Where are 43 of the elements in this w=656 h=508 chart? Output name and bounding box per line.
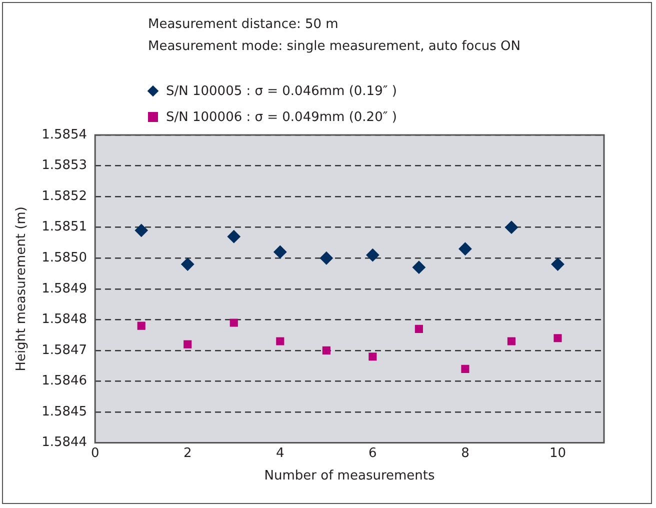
legend-label: S/N 100005 : σ = 0.046mm (0.19″ ) xyxy=(166,84,397,98)
point xyxy=(230,318,238,327)
x-tick-label: 0 xyxy=(90,446,100,461)
point xyxy=(137,322,146,330)
y-tick-label: 1.5849 xyxy=(42,281,88,296)
legend-label: S/N 100006 : σ = 0.049mm (0.20″ ) xyxy=(166,110,397,124)
y-tick-label: 1.5851 xyxy=(42,220,88,235)
y-tick-label: 1.5850 xyxy=(42,250,88,266)
y-tick-label: 1.5848 xyxy=(42,312,88,328)
point xyxy=(504,220,518,234)
x-tick-label: 8 xyxy=(461,446,470,461)
y-tick-label: 1.5854 xyxy=(42,127,88,142)
point xyxy=(274,245,287,258)
text: Measurement distance: 50 m xyxy=(148,16,340,34)
y-tick-label: 1.5847 xyxy=(42,342,88,358)
point xyxy=(551,258,564,271)
x-tick-label: 6 xyxy=(368,446,377,461)
point xyxy=(181,258,194,271)
point xyxy=(227,230,240,244)
point xyxy=(134,224,148,237)
y-tick-label: 1.5853 xyxy=(42,158,88,174)
point xyxy=(414,324,423,333)
x-axis-title: Number of measurements xyxy=(264,468,436,484)
y-tick-label: 1.5852 xyxy=(42,188,88,204)
point xyxy=(322,346,330,354)
y-tick-label: 1.5845 xyxy=(42,404,88,420)
y-tick-label: 1.5846 xyxy=(42,374,88,389)
point xyxy=(368,352,377,361)
point xyxy=(412,260,426,274)
point xyxy=(276,337,284,346)
point xyxy=(554,334,562,342)
text: Measurement mode: single measurement, auto focus ON xyxy=(148,38,521,56)
point xyxy=(184,340,192,348)
point xyxy=(366,248,380,262)
x-tick-label: 2 xyxy=(183,446,192,461)
y-tick-label: 1.5844 xyxy=(42,435,88,450)
x-tick-label: 10 xyxy=(549,446,566,461)
point xyxy=(507,337,516,346)
y-axis-title: Height measurement (m) xyxy=(14,206,30,372)
point xyxy=(461,364,470,373)
point xyxy=(458,242,472,256)
x-tick-label: 4 xyxy=(276,446,284,461)
point xyxy=(320,252,333,265)
